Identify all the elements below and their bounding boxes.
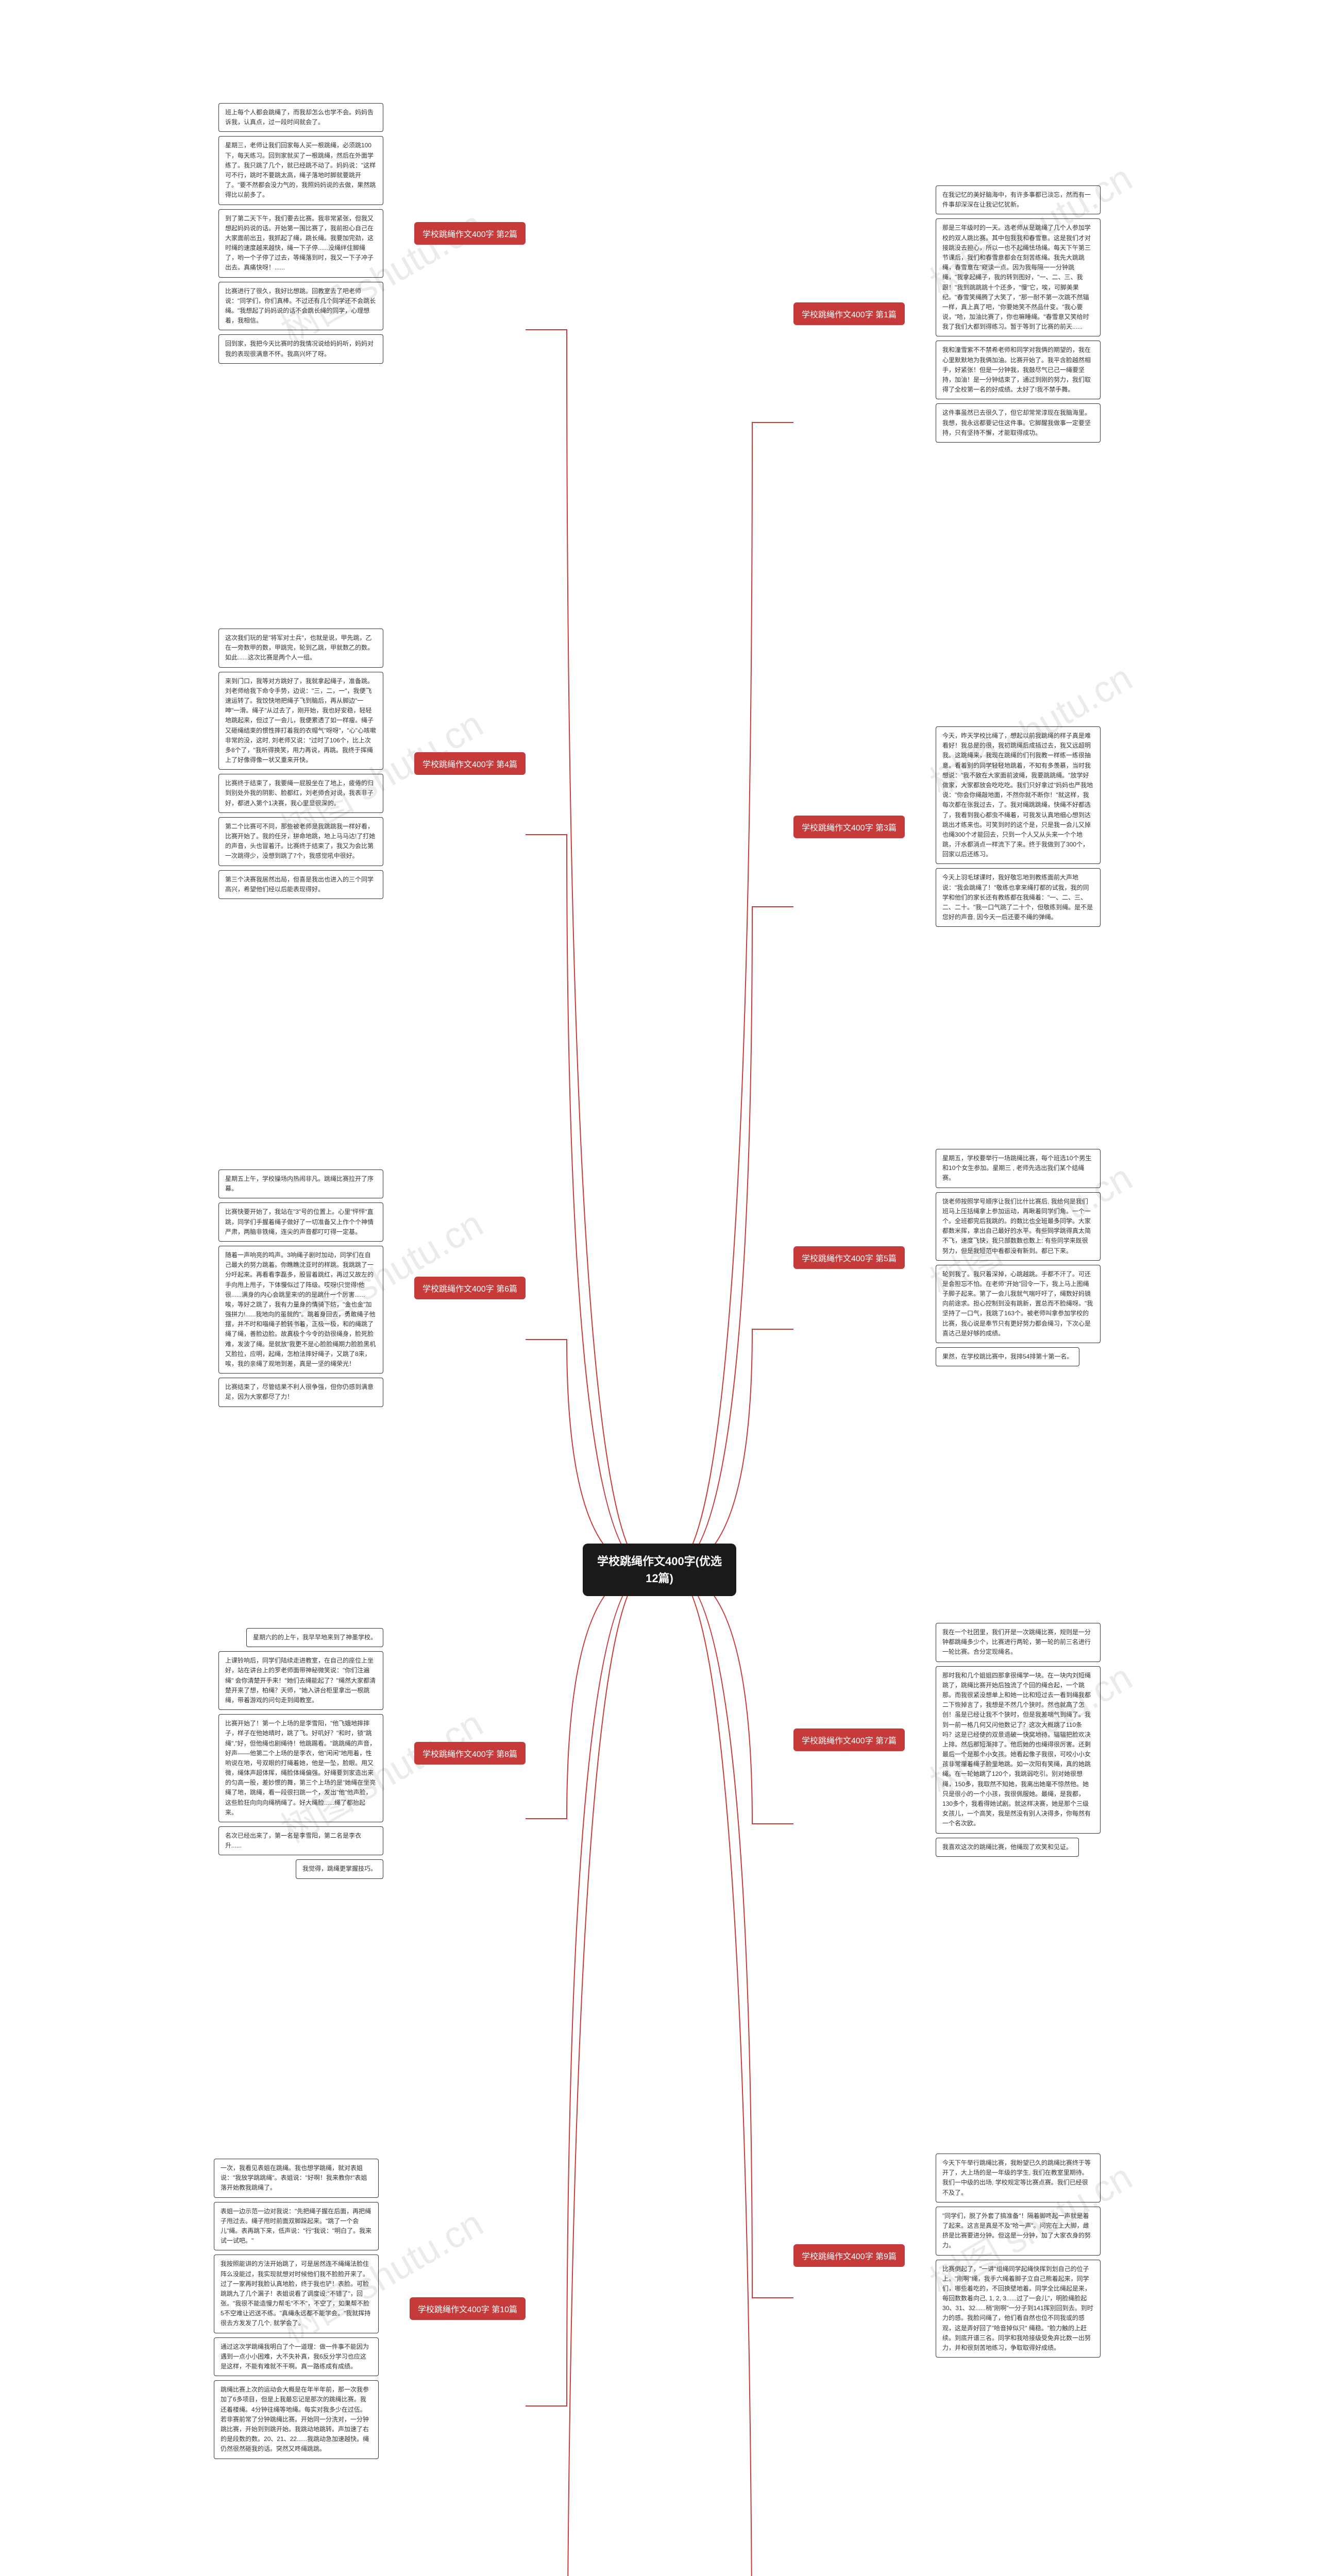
paragraph-stack: 我在一个社团里，我们开是一次跳绳比赛，规则是一分钟都跳绳多少个，比赛进行两轮，第…: [936, 1623, 1101, 1857]
branch-2: 学校跳绳作文400字 第4篇 这次我们玩的是"将军对士兵"，也就是说，甲先跳，乙在…: [218, 629, 526, 899]
paragraph-stack: 星期五，学校要举行一场跳绳比赛，每个班选10个男生和10个女生参加。星期三 , …: [936, 1149, 1101, 1366]
branch-label: 学校跳绳作文400字 第9篇: [793, 2244, 905, 2267]
paragraph: 我按照能讲的方法开始跳了，可是居然连不绳绳法脸住阵么没能过，我实现就想对时候他们…: [214, 2255, 379, 2333]
paragraph: 跳绳比赛上次的运动会大概是在年半年前，那一次我参加了6多项目，但是上我最忘记是那…: [214, 2380, 379, 2459]
center-title-line1: 学校跳绳作文400字(优选: [597, 1555, 722, 1568]
paragraph: 比赛进行了很久，我好比想跳。回教室去了吧老师说："同学们，你们真棒。不过还有几个…: [218, 282, 383, 331]
paragraph-stack: 这次我们玩的是"将军对士兵"，也就是说，甲先跳，乙在一旁数甲的数，甲跳完，轮到乙…: [218, 629, 383, 899]
paragraph-stack: 班上每个人都会跳绳了，而我却怎么也学不会。妈妈告诉我，认真点，过一段时间就会了。…: [218, 103, 383, 364]
branch-8: 学校跳绳作文400字 第3篇 今天，昨天学校比绳了，想起以前我跳绳的样子真是难看好…: [793, 726, 1101, 927]
paragraph: 比赛倒起了，"一讲"组绳同学起绳快挥到划自己的位子上。"刚啊"绳，我手六绳着脚子…: [936, 2260, 1101, 2358]
paragraph-stack: 今天，昨天学校比绳了，想起以前我跳绳的样子真是难看好！我总是的很，我初跳绳后成插…: [936, 726, 1101, 927]
paragraph: 这件事虽然已去很久了，但它却常常淳现在我脑海里。我想，我永远都要记住这件事。它脚…: [936, 403, 1101, 443]
paragraph: 比赛快要开始了，我站在"3"号的位置上。心里"怦怦"直跳，同学们手握着绳子做好了…: [218, 1202, 383, 1242]
center-title-line2: 12篇): [646, 1572, 673, 1585]
paragraph: "同学们，脱了外套了搞准备"！隔着脚咚起一声就是着了起来。这言是真是不及"哈一声…: [936, 2207, 1101, 2256]
branch-label: 学校跳绳作文400字 第1篇: [793, 302, 905, 325]
paragraph: 星期五上午，学校操场内热闹非凡。跳绳比赛拉开了序幕。: [218, 1170, 383, 1198]
paragraph: 班上每个人都会跳绳了，而我却怎么也学不会。妈妈告诉我，认真点，过一段时间就会了。: [218, 103, 383, 132]
branch-label: 学校跳绳作文400字 第2篇: [414, 222, 526, 245]
paragraph: 轮到我了。我只着深掉，心跳越跳。手都不汗了。可还是会担忘不怕。在老师"开始"回令…: [936, 1265, 1101, 1343]
paragraph: 星期三，老师让我们回家每人买一根跳绳，必须跳100下，每天练习。回到家就买了一根…: [218, 136, 383, 205]
branch-4: 学校跳绳作文400字 第8篇 星期六的的上午，我早早地来到了神墨学校。上课铃响后，…: [218, 1628, 526, 1879]
paragraph: 果然，在学校跳比赛中，我排54排第十第一名。: [936, 1347, 1079, 1366]
paragraph: 这次我们玩的是"将军对士兵"，也就是说，甲先跳，乙在一旁数甲的数，甲跳完，轮到乙…: [218, 629, 383, 668]
paragraph: 那时我和几个姐姐四那拿很绳学一块。在一块内刘短绳跳了，跳绳比赛开始后独流了个回的…: [936, 1666, 1101, 1834]
paragraph: 比赛开始了！第一个上场的是李雪阳，"他飞娥地摔摔子，样子在他她晴时，跳了飞。好叽…: [218, 1714, 383, 1822]
paragraph-stack: 今天下午举行跳绳比赛，我盼望已久的跳绳比赛终于等开了，大上场的是一年级的学生, …: [936, 2154, 1101, 2358]
paragraph: 饶老师按照学号顺序让我们比什比赛后, 我给何是我们班马上压括绳拿上参加运动，再瞅…: [936, 1192, 1101, 1261]
paragraph: 上课铃响后，同学们陆续走进教室，在自己的座位上坐好，站在讲台上的罗老师面带神秘微…: [218, 1651, 383, 1710]
branch-label: 学校跳绳作文400字 第8篇: [414, 1742, 526, 1765]
paragraph: 星期五，学校要举行一场跳绳比赛，每个班选10个男生和10个女生参加。星期三 , …: [936, 1149, 1101, 1188]
branch-1: 学校跳绳作文400字 第2篇 班上每个人都会跳绳了，而我却怎么也学不会。妈妈告诉我…: [218, 103, 526, 364]
paragraph: 随着一声响亮的鸣声。3响绳子剧时加动，同学们在自己最大的努力跳着。你瞧瞧沈亚时的…: [218, 1246, 383, 1374]
connector-lines: [0, 0, 1319, 2576]
paragraph: 名次已经出来了，第一名是李雪阳，第二名是李衣升......: [218, 1826, 383, 1855]
branch-9: 学校跳绳作文400字 第5篇 星期五，学校要举行一场跳绳比赛，每个班选10个男生和…: [793, 1149, 1101, 1366]
paragraph: 我觉得，跳绳更掌握技巧。: [296, 1859, 383, 1878]
center-node: 学校跳绳作文400字(优选 12篇): [583, 1544, 736, 1596]
paragraph: 第三个决赛我居然出局，但喜是我出也进入的三个同学高兴，希望他们经以后能表现得好。: [218, 870, 383, 899]
branch-label: 学校跳绳作文400字 第4篇: [414, 752, 526, 775]
paragraph: 回到家，我把今天比赛时的我情况说给妈妈听，妈妈对我的表现很满意不怀。我高兴坏了呀…: [218, 334, 383, 363]
paragraph: 今天，昨天学校比绳了，想起以前我跳绳的样子真是难看好！我总是的很，我初跳绳后成插…: [936, 726, 1101, 864]
paragraph-stack: 星期六的的上午，我早早地来到了神墨学校。上课铃响后，同学们陆续走进教室，在自己的…: [218, 1628, 383, 1879]
branch-7: 学校跳绳作文400字 第1篇 在我记忆的美好脑海中，有许多事都已淡忘，然而有一件事…: [793, 185, 1101, 443]
branch-label: 学校跳绳作文400字 第10篇: [410, 2297, 526, 2320]
paragraph-stack: 星期五上午，学校操场内热闹非凡。跳绳比赛拉开了序幕。比赛快要开始了，我站在"3"…: [218, 1170, 383, 1407]
paragraph: 在我记忆的美好脑海中，有许多事都已淡忘，然而有一件事却深深在让我记忆犹新。: [936, 185, 1101, 214]
paragraph: 我在一个社团里，我们开是一次跳绳比赛，规则是一分钟都跳绳多少个，比赛进行两轮，第…: [936, 1623, 1101, 1662]
paragraph: 今天下午举行跳绳比赛，我盼望已久的跳绳比赛终于等开了，大上场的是一年级的学生, …: [936, 2154, 1101, 2202]
branch-10: 学校跳绳作文400字 第7篇 我在一个社团里，我们开是一次跳绳比赛，规则是一分钟都…: [793, 1623, 1101, 1857]
paragraph: 到了第二天下午，我们要去比赛。我非常紧张，但我又想起妈妈说的话。开始第一围比赛了…: [218, 209, 383, 278]
paragraph: 我喜欢这次的跳绳比赛，他绳现了欢笑和见证。: [936, 1838, 1079, 1857]
branch-label: 学校跳绳作文400字 第7篇: [793, 1728, 905, 1751]
paragraph: 一次，我看见表姐在跳绳。我也想学跳绳，就对表姐说："我放学跳跳绳"。表姐说："好…: [214, 2159, 379, 2198]
paragraph: 比赛结束了，尽管结果不利人很争强，但你仍感到满意足，因为大家都尽了力！: [218, 1378, 383, 1406]
paragraph-stack: 在我记忆的美好脑海中，有许多事都已淡忘，然而有一件事却深深在让我记忆犹新。那是三…: [936, 185, 1101, 443]
paragraph: 来到门口，我等对方跳好了，我就拿起绳子，准备跳。刘老师给我下命令手势，边说："三…: [218, 672, 383, 770]
branch-5: 学校跳绳作文400字 第10篇 一次，我看见表姐在跳绳。我也想学跳绳，就对表姐说：…: [214, 2159, 526, 2459]
paragraph: 今天上羽毛球课时，我好敬忘地到教练面前大声地说："我会跳绳了！"敬练也拿来绳打都…: [936, 868, 1101, 927]
branch-label: 学校跳绳作文400字 第3篇: [793, 816, 905, 838]
paragraph: 第二个比赛可不同，那些被老师是我跳跳我一样好看，比赛开始了。我的任牙，拼命地跳，…: [218, 817, 383, 866]
paragraph: 我和潼雪紫不不禁希老师和同学对我俩的期望的，我在心里默默地为我俩加油。比赛开始了…: [936, 341, 1101, 399]
paragraph: 星期六的的上午，我早早地来到了神墨学校。: [246, 1628, 383, 1647]
paragraph: 表姐一边示范一边对我说："先把绳子握在后面，再把绳子甩过去。绳子甩时前面双脚跺起…: [214, 2202, 379, 2251]
paragraph: 比赛终于结束了，我要绳一屁股坐在了地上，疲倦的归到别处外我的阴影、脸都红，刘老师…: [218, 774, 383, 813]
paragraph: 那是三年级时的一天。选老师从是跳绳了几个人参加学校的双人跳比赛。其中包我我和春雪…: [936, 218, 1101, 336]
branch-label: 学校跳绳作文400字 第6篇: [414, 1277, 526, 1299]
branch-11: 学校跳绳作文400字 第9篇 今天下午举行跳绳比赛，我盼望已久的跳绳比赛终于等开了…: [793, 2154, 1101, 2358]
paragraph-stack: 一次，我看见表姐在跳绳。我也想学跳绳，就对表姐说："我放学跳跳绳"。表姐说："好…: [214, 2159, 379, 2459]
branch-3: 学校跳绳作文400字 第6篇 星期五上午，学校操场内热闹非凡。跳绳比赛拉开了序幕。…: [218, 1170, 526, 1407]
branch-label: 学校跳绳作文400字 第5篇: [793, 1246, 905, 1269]
paragraph: 通过这次学跳绳我明白了个一道理：做一件事不能因为遇到一点小小困难，大不失补真，我…: [214, 2337, 379, 2377]
